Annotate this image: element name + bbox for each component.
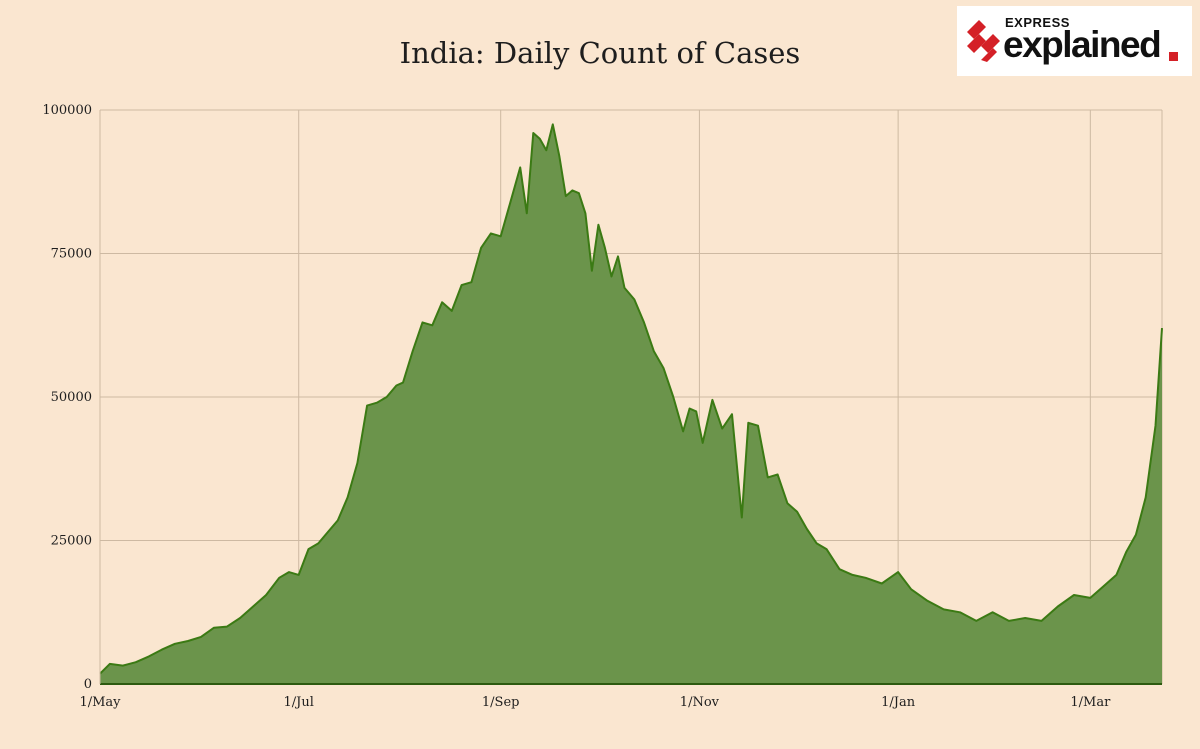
- x-tick-label: 1/Nov: [680, 695, 720, 710]
- y-tick-label: 75000: [51, 247, 92, 262]
- x-tick-label: 1/Jul: [284, 695, 314, 710]
- logo-dot: [1169, 52, 1178, 61]
- cases-series-line: [99, 123, 1163, 675]
- logo-express-text: EXPRESS: [1005, 15, 1070, 30]
- express-explained-logo: EXPRESS explained: [957, 6, 1192, 76]
- cases-area-fill: [100, 124, 1162, 684]
- express-logo-mark-icon: [967, 20, 1000, 62]
- y-tick-label: 0: [84, 677, 92, 692]
- y-tick-label: 25000: [51, 534, 92, 549]
- chart-title: India: Daily Count of Cases: [399, 36, 801, 70]
- chart-axes: [99, 110, 1162, 685]
- y-tick-label: 100000: [42, 103, 92, 118]
- x-tick-label: 1/Sep: [482, 695, 520, 710]
- x-tick-label: 1/Jan: [881, 695, 916, 710]
- area-layer: [99, 123, 1163, 684]
- y-tick-labels: 0 25000 50000 75000 100000: [42, 103, 92, 692]
- x-tick-labels: 1/May 1/Jul 1/Sep 1/Nov 1/Jan 1/Mar: [79, 695, 1111, 710]
- logo-explained-text: explained: [1003, 24, 1162, 65]
- y-tick-label: 50000: [51, 390, 92, 405]
- x-tick-label: 1/Mar: [1070, 695, 1111, 710]
- x-tick-label: 1/May: [79, 695, 121, 710]
